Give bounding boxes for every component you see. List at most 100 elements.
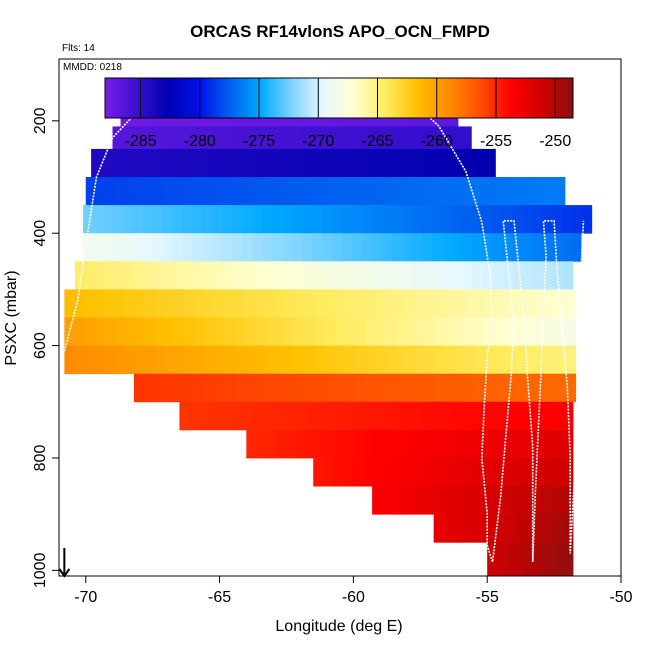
heatmap-cell	[254, 373, 265, 403]
heatmap-cell	[435, 345, 446, 375]
heatmap-cell	[551, 205, 563, 234]
heatmap-cell	[494, 177, 506, 206]
heatmap-cell	[254, 289, 266, 318]
heatmap-cell	[154, 261, 166, 290]
heatmap-cell	[525, 317, 537, 346]
heatmap-cell	[154, 345, 166, 375]
heatmap-cell	[321, 126, 333, 150]
heatmap-cell	[475, 345, 486, 375]
heatmap-cell	[505, 317, 516, 346]
heatmap-cell	[322, 205, 333, 234]
heatmap-cell	[391, 401, 402, 431]
heatmap-cell	[151, 148, 163, 178]
heatmap-cell	[114, 345, 126, 375]
heatmap-cell	[353, 148, 365, 178]
heatmap-cell	[361, 233, 373, 262]
heatmap-cell	[463, 261, 474, 290]
heatmap-cell	[293, 148, 304, 178]
heatmap-cell	[155, 177, 167, 206]
heatmap-cell	[182, 233, 194, 262]
heatmap-cell	[555, 317, 567, 346]
y-tick-label: 800	[32, 445, 49, 472]
heatmap-cell	[262, 205, 274, 234]
heatmap-cell	[513, 514, 524, 543]
heatmap-cell	[262, 233, 273, 262]
heatmap-cell	[194, 317, 206, 346]
heatmap-cell	[315, 429, 327, 459]
heatmap-cell	[154, 317, 166, 346]
heatmap-cell	[435, 177, 446, 206]
heatmap-cell	[285, 429, 297, 459]
heatmap-cell	[324, 345, 336, 375]
heatmap-cell	[415, 317, 426, 346]
heatmap-cell	[433, 261, 445, 290]
heatmap-cell	[314, 373, 326, 403]
heatmap-cell	[495, 373, 506, 403]
heatmap-cell	[555, 373, 567, 403]
heatmap-cell	[565, 289, 577, 318]
heatmap-cell	[265, 177, 276, 206]
heatmap-cell	[532, 401, 544, 431]
heatmap-cell	[104, 261, 116, 290]
heatmap-cell	[495, 345, 506, 375]
heatmap-cell	[333, 261, 345, 290]
heatmap-cell	[433, 457, 444, 487]
heatmap-cell	[74, 345, 85, 375]
heatmap-cell	[435, 373, 446, 403]
heatmap-layer	[83, 233, 582, 262]
heatmap-cell	[212, 126, 223, 150]
heatmap-cell	[445, 177, 456, 206]
heatmap-cell	[144, 261, 156, 290]
heatmap-cell	[83, 205, 94, 234]
heatmap-cell	[485, 148, 496, 178]
heatmap-cell	[323, 261, 335, 290]
heatmap-cell	[124, 317, 136, 346]
heatmap-cell	[562, 429, 574, 459]
heatmap-cell	[441, 401, 453, 431]
heatmap-cell	[262, 148, 274, 178]
heatmap-cell	[350, 401, 362, 431]
heatmap-cell	[284, 289, 296, 318]
heatmap-cell	[525, 289, 537, 318]
heatmap-cell	[512, 457, 524, 487]
heatmap-cell	[172, 233, 184, 262]
heatmap-cell	[461, 126, 472, 150]
heatmap-cell	[122, 233, 134, 262]
heatmap-cell	[305, 177, 316, 206]
heatmap-cell	[423, 457, 434, 487]
heatmap-cell	[222, 205, 234, 234]
heatmap-cell	[562, 486, 574, 515]
heatmap-cell	[344, 345, 356, 375]
heatmap-cell	[284, 317, 296, 346]
heatmap-cell	[235, 177, 247, 206]
heatmap-cell	[552, 514, 564, 543]
heatmap-cell	[374, 429, 386, 459]
heatmap-cell	[276, 429, 287, 459]
y-tick-label: 400	[32, 220, 49, 247]
heatmap-cell	[363, 148, 375, 178]
heatmap-cell	[515, 345, 526, 375]
heatmap-cell	[451, 126, 462, 150]
heatmap-cell	[222, 233, 234, 262]
heatmap-cell	[283, 148, 294, 178]
heatmap-cell	[355, 345, 366, 375]
heatmap-cell	[522, 457, 534, 487]
heatmap-cell	[361, 401, 372, 431]
heatmap-cell	[229, 401, 241, 431]
heatmap-cell	[515, 289, 526, 318]
heatmap-cell	[232, 126, 243, 150]
heatmap-cell	[363, 457, 374, 487]
heatmap-cell	[571, 205, 583, 234]
heatmap-cell	[472, 457, 484, 487]
heatmap-cell	[493, 429, 505, 459]
heatmap-cell	[124, 345, 136, 375]
heatmap-cell	[343, 457, 354, 487]
heatmap-cell	[375, 289, 386, 318]
heatmap-cell	[255, 177, 266, 206]
heatmap-cell	[239, 401, 251, 431]
mmdd-annotation: MMDD: 0218	[63, 62, 122, 73]
heatmap-cell	[465, 373, 476, 403]
heatmap-cell	[565, 345, 577, 375]
heatmap-cell	[272, 205, 284, 234]
y-axis-label: PSXC (mbar)	[3, 270, 20, 365]
